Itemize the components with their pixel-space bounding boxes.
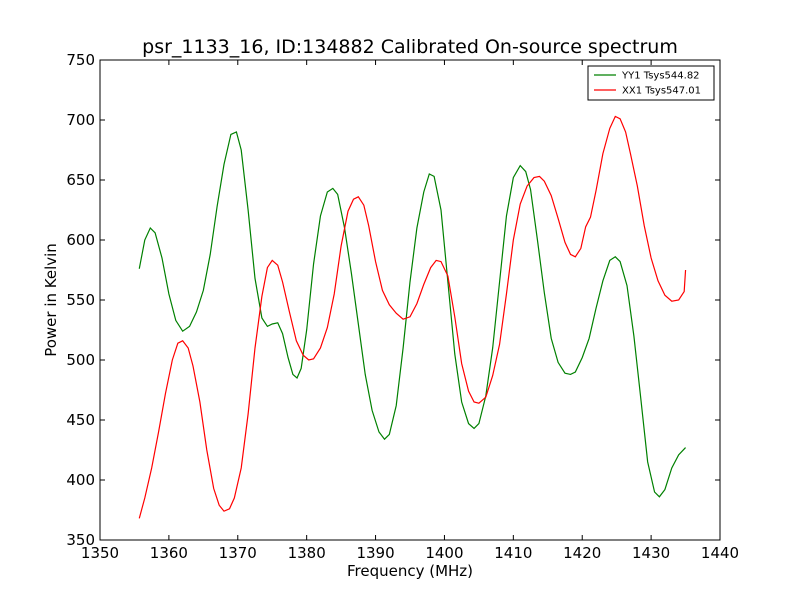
series-layer	[138, 115, 687, 519]
y-tick-label: 450	[66, 411, 95, 429]
y-tick-label: 350	[66, 531, 95, 549]
legend-label-1: XX1 Tsys547.01	[622, 86, 701, 97]
x-axis: 1350 1360 1370 1380 1390 1400 1410 1420 1430 1440	[81, 60, 739, 562]
x-tick-label: 1440	[701, 544, 739, 562]
y-tick-label: 750	[66, 51, 95, 69]
legend-label-0: YY1 Tsys544.82	[621, 71, 700, 82]
series-line-0	[138, 131, 686, 498]
x-tick-label: 1390	[356, 544, 394, 562]
x-tick-label: 1410	[494, 544, 532, 562]
y-tick-label: 550	[66, 291, 95, 309]
x-tick-label: 1370	[219, 544, 257, 562]
series-line-1	[138, 115, 687, 519]
chart-title: psr_1133_16, ID:134882 Calibrated On-sou…	[142, 36, 678, 58]
y-tick-label: 500	[66, 351, 95, 369]
legend-box	[587, 65, 715, 101]
y-axis: 350 400 450 500 550 600 650 700 750	[66, 51, 720, 549]
y-tick-label: 650	[66, 171, 95, 189]
y-axis-label: Power in Kelvin	[42, 243, 60, 357]
x-tick-label: 1430	[632, 544, 670, 562]
y-tick-label: 400	[66, 471, 95, 489]
x-tick-label: 1380	[288, 544, 326, 562]
y-tick-label: 600	[66, 231, 95, 249]
x-tick-label: 1400	[425, 544, 463, 562]
legend: YY1 Tsys544.82 XX1 Tsys547.01	[587, 65, 715, 101]
x-tick-label: 1420	[563, 544, 601, 562]
y-tick-label: 700	[66, 111, 95, 129]
x-tick-label: 1360	[150, 544, 188, 562]
x-tick-label: 1350	[81, 544, 119, 562]
x-axis-label: Frequency (MHz)	[347, 562, 473, 580]
